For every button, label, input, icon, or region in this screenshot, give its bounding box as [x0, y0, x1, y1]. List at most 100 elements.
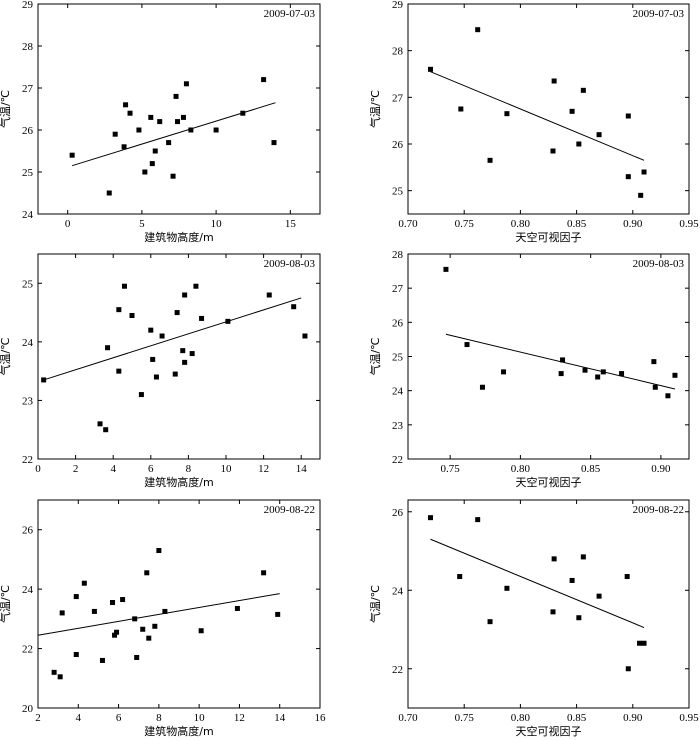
x-tick-label: 0.75 [441, 463, 461, 475]
data-point [443, 266, 449, 272]
y-tick-label: 23 [392, 420, 404, 432]
data-point [638, 192, 644, 198]
y-tick-label: 26 [392, 507, 404, 519]
date-label: 2009-08-03 [633, 258, 685, 270]
x-tick-label: 10 [194, 712, 206, 724]
data-point [475, 517, 481, 523]
data-point [129, 313, 135, 318]
data-point [625, 113, 631, 119]
data-point [569, 108, 575, 114]
data-point [152, 623, 158, 629]
data-point [110, 600, 116, 606]
data-point [97, 421, 103, 427]
y-tick-label: 22 [392, 664, 403, 676]
data-point [479, 384, 485, 390]
data-point [106, 190, 112, 196]
data-point [157, 119, 163, 125]
data-point [275, 611, 281, 617]
x-tick-label: 0.70 [398, 712, 418, 724]
data-point [580, 87, 586, 93]
y-tick-label: 27 [392, 92, 404, 104]
date-label: 2009-08-03 [264, 258, 316, 270]
y-axis-label: 气温/℃ [368, 90, 382, 128]
data-point [148, 327, 154, 333]
data-point [73, 594, 79, 600]
y-tick-label: 27 [22, 83, 34, 95]
data-point [73, 652, 79, 658]
x-tick-label: 0.70 [398, 218, 418, 230]
plot-frame [407, 253, 690, 460]
data-point [641, 640, 647, 646]
data-point [159, 333, 165, 339]
y-tick-label: 22 [22, 454, 33, 466]
data-point [641, 169, 647, 175]
date-label: 2009-07-03 [633, 8, 685, 20]
data-point [114, 629, 120, 635]
data-point [148, 114, 154, 120]
data-point [144, 570, 150, 576]
x-tick-label: 0.85 [581, 463, 601, 475]
data-point [116, 307, 122, 313]
data-point [146, 635, 152, 641]
y-tick-label: 28 [392, 46, 404, 58]
data-point [600, 369, 606, 375]
x-tick-label: 14 [274, 712, 286, 724]
data-point [81, 580, 87, 586]
regression-line [430, 538, 645, 629]
data-point [464, 342, 470, 348]
y-tick-label: 20 [22, 703, 34, 715]
data-point [458, 106, 464, 112]
x-tick-label: 0.75 [455, 218, 475, 230]
data-point [170, 173, 176, 179]
x-tick-label: 12 [234, 712, 245, 724]
x-tick-label: 0.90 [651, 463, 671, 475]
y-tick-label: 24 [22, 584, 34, 596]
x-axis-label: 天空可视因子 [516, 230, 582, 244]
data-point [213, 127, 219, 133]
data-point [59, 610, 65, 616]
data-point [199, 315, 205, 321]
x-tick-label: 10 [221, 463, 233, 475]
data-point [112, 632, 118, 638]
x-tick-label: 0.95 [679, 218, 699, 230]
x-tick-label: 15 [285, 218, 297, 230]
data-point [625, 666, 631, 672]
x-tick-label: 14 [296, 463, 308, 475]
data-point [652, 384, 658, 390]
data-point [558, 371, 564, 377]
y-axis-label: 气温/℃ [0, 585, 12, 623]
data-point [266, 292, 272, 298]
data-point [560, 357, 566, 363]
data-point [624, 574, 630, 580]
data-point [132, 616, 138, 622]
scatter-panel-1: 0 5 10 15 24 25 26 27 28 29 建筑物高度/m 气温/℃ 2009-07-03 [0, 0, 321, 244]
x-tick-label: 6 [148, 463, 154, 475]
data-point [182, 292, 188, 298]
x-tick-label: 0.85 [567, 218, 587, 230]
data-point [140, 626, 146, 632]
data-point [569, 577, 575, 583]
date-label: 2009-07-03 [264, 8, 316, 20]
data-point [134, 654, 140, 660]
data-point [487, 619, 493, 625]
x-tick-label: 0 [35, 463, 41, 475]
y-tick-label: 24 [22, 209, 34, 221]
data-point [175, 119, 181, 125]
data-point [619, 371, 625, 377]
plot-frame [407, 3, 690, 215]
data-point [105, 345, 111, 351]
data-point [651, 359, 657, 365]
data-point [665, 393, 671, 399]
data-point [91, 608, 97, 614]
y-tick-label: 25 [392, 352, 404, 364]
y-tick-label: 25 [392, 186, 404, 198]
y-tick-label: 29 [392, 0, 404, 11]
x-tick-label: 8 [186, 463, 192, 475]
data-point [183, 81, 189, 87]
data-point [99, 657, 105, 663]
x-tick-label: 2 [35, 712, 41, 724]
plot-frame [37, 253, 321, 460]
